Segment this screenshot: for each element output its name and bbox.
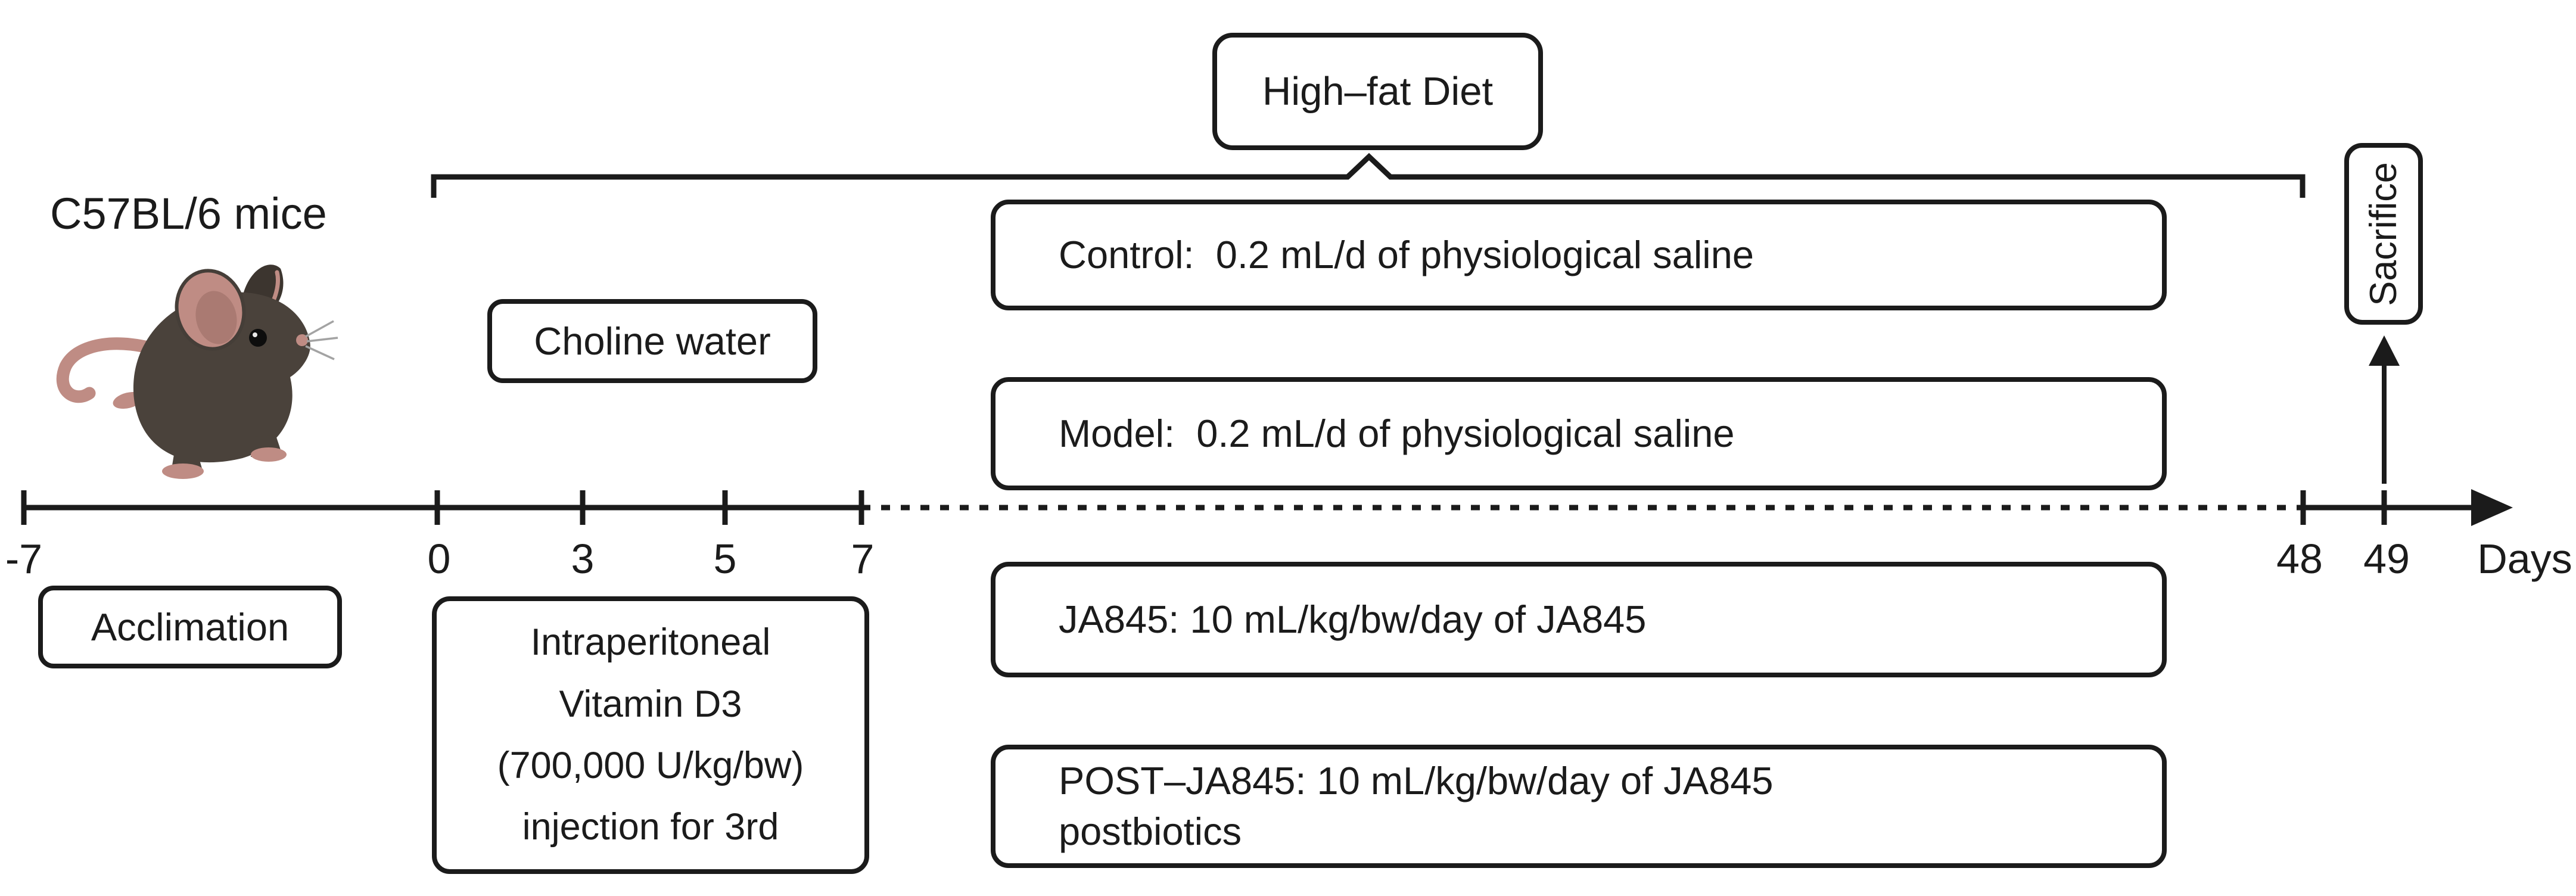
acclimation-label: Acclimation bbox=[91, 605, 290, 649]
tick-label-48: 48 bbox=[2276, 536, 2323, 582]
model-group-box: Model: 0.2 mL/d of physiological saline bbox=[991, 377, 2167, 490]
tick-label-3: 3 bbox=[571, 536, 595, 582]
high-fat-diet-box: High–fat Diet bbox=[1212, 33, 1543, 150]
mouse-nose bbox=[296, 334, 308, 346]
choline-water-box: Choline water bbox=[487, 299, 817, 383]
subject-label: C57BL/6 mice bbox=[50, 189, 327, 238]
ja845-group-label: JA845: 10 mL/kg/bw/day of JA845 bbox=[1059, 597, 1647, 641]
axis-arrowhead bbox=[2471, 489, 2513, 526]
post-ja845-group-label: POST–JA845: 10 mL/kg/bw/day of JA845 pos… bbox=[1059, 759, 1774, 853]
ja845-group-box: JA845: 10 mL/kg/bw/day of JA845 bbox=[991, 562, 2167, 677]
axis-days-label: Days bbox=[2477, 536, 2572, 582]
vitamin-d3-label: Intraperitoneal Vitamin D3 (700,000 U/kg… bbox=[497, 621, 804, 848]
mouse-front-foot bbox=[251, 447, 287, 462]
tick-label-49: 49 bbox=[2363, 536, 2410, 582]
tick-label-5: 5 bbox=[713, 536, 737, 582]
mouse-eye bbox=[249, 329, 267, 347]
mouse-ear-front-inner bbox=[195, 291, 237, 344]
model-group-label: Model: 0.2 mL/d of physiological saline bbox=[1059, 411, 1735, 455]
control-group-label: Control: 0.2 mL/d of physiological salin… bbox=[1059, 232, 1754, 276]
mouse-whiskers bbox=[305, 320, 338, 360]
sacrifice-arrowhead bbox=[2369, 335, 2400, 366]
tick-label-0: 0 bbox=[427, 536, 451, 582]
post-ja845-group-box: POST–JA845: 10 mL/kg/bw/day of JA845 pos… bbox=[991, 745, 2167, 868]
vitamin-d3-box: Intraperitoneal Vitamin D3 (700,000 U/kg… bbox=[432, 596, 869, 874]
control-group-box: Control: 0.2 mL/d of physiological salin… bbox=[991, 200, 2167, 310]
choline-water-label: Choline water bbox=[534, 319, 771, 363]
mouse-eye-glint bbox=[253, 332, 257, 337]
mouse-hind-foot bbox=[162, 463, 204, 479]
high-fat-diet-label: High–fat Diet bbox=[1262, 69, 1494, 114]
acclimation-box: Acclimation bbox=[38, 586, 342, 668]
sacrifice-label: Sacrifice bbox=[2363, 161, 2405, 306]
tick-label-neg7: -7 bbox=[5, 536, 43, 582]
high-fat-diet-bracket bbox=[431, 153, 2306, 198]
mouse-illustration bbox=[56, 265, 338, 479]
sacrifice-box: Sacrifice bbox=[2344, 143, 2423, 325]
tick-label-7: 7 bbox=[851, 536, 875, 582]
